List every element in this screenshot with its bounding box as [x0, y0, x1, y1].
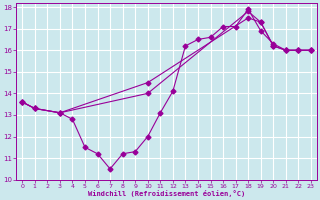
X-axis label: Windchill (Refroidissement éolien,°C): Windchill (Refroidissement éolien,°C)	[88, 190, 245, 197]
